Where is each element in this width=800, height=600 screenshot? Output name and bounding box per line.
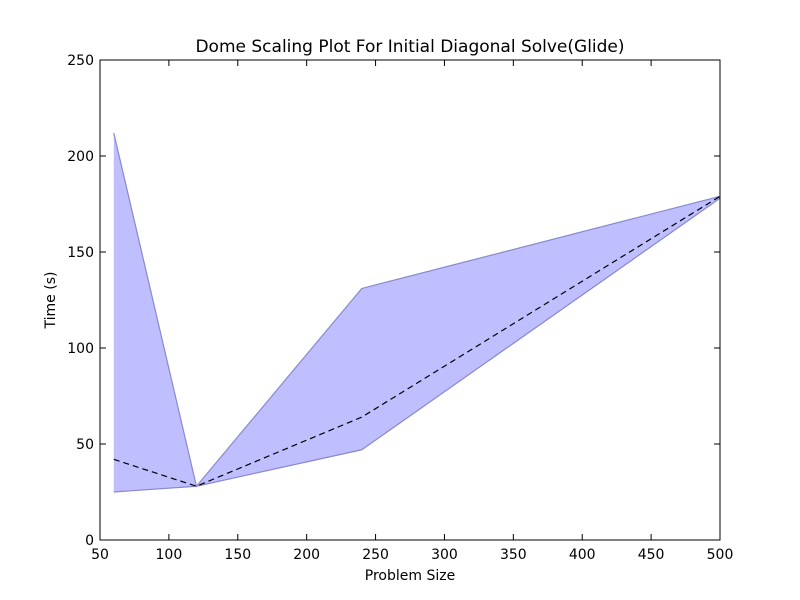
x-tick-label: 300 — [431, 547, 458, 563]
x-tick-label: 100 — [156, 547, 183, 563]
x-tick-label: 150 — [224, 547, 251, 563]
y-tick-label: 200 — [67, 149, 94, 165]
mean-line — [113, 195, 721, 487]
x-tick-label: 50 — [91, 547, 109, 563]
x-tick-label: 200 — [293, 547, 320, 563]
y-tick-label: 250 — [67, 53, 94, 69]
axis-ticks: 50 100 150 200 250 300 350 400 450 50005010015020… — [67, 53, 733, 563]
x-tick-label: 250 — [362, 547, 389, 563]
x-tick-label: 450 — [638, 547, 665, 563]
y-tick-label: 50 — [76, 437, 94, 453]
y-tick-label: 100 — [67, 341, 94, 357]
plot-frame — [99, 59, 721, 541]
y-axis-label: Time (s) — [43, 272, 59, 330]
min-line — [113, 197, 721, 493]
y-tick-label: 0 — [85, 533, 94, 549]
x-tick-label: 400 — [569, 547, 596, 563]
y-tick-label: 150 — [67, 245, 94, 261]
max-line — [113, 132, 721, 488]
chart-title: Dome Scaling Plot For Initial Diagonal S… — [195, 37, 624, 57]
x-tick-label: 500 — [707, 547, 734, 563]
x-tick-label: 350 — [500, 547, 527, 563]
range-band — [113, 132, 721, 492]
plot-area — [113, 132, 721, 493]
x-axis-label: Problem Size — [365, 568, 455, 584]
